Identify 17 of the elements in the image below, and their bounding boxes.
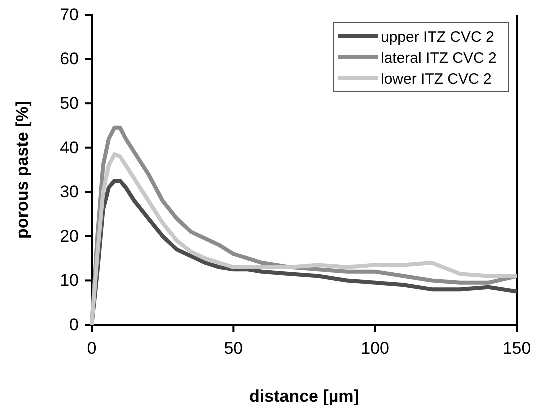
y-tick-label: 30 — [60, 182, 79, 202]
y-tick-label: 50 — [60, 94, 79, 114]
legend-label: upper ITZ CVC 2 — [381, 29, 494, 46]
x-tick-label: 100 — [361, 339, 390, 358]
y-tick-label: 20 — [60, 226, 79, 246]
x-tick-label: 150 — [502, 339, 532, 358]
legend-label: lateral ITZ CVC 2 — [381, 50, 497, 67]
y-tick-label: 0 — [70, 315, 79, 334]
legend-label: lower ITZ CVC 2 — [381, 71, 492, 88]
y-tick-label: 70 — [60, 5, 79, 24]
y-axis-title: porous paste [%] — [13, 101, 32, 239]
x-tick-label: 0 — [87, 339, 97, 358]
y-tick-label: 10 — [60, 271, 79, 290]
x-tick-label: 50 — [224, 339, 244, 358]
y-tick-label: 60 — [60, 50, 79, 69]
x-axis-title: distance [µm] — [250, 387, 360, 406]
y-tick-label: 40 — [60, 138, 79, 158]
